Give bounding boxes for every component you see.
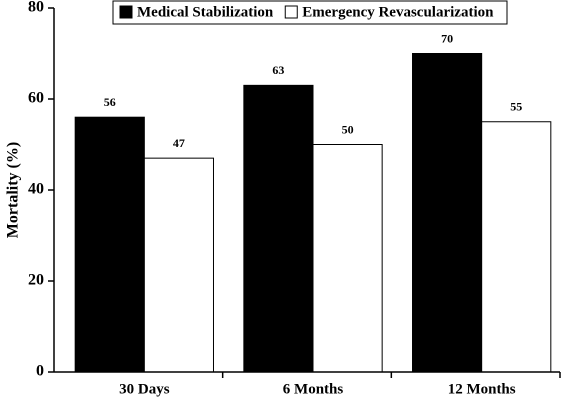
x-tick-label: 6 Months xyxy=(283,381,344,397)
bar xyxy=(143,157,214,373)
y-tick-label: 60 xyxy=(28,90,44,107)
legend-box xyxy=(112,0,508,25)
value-label: 63 xyxy=(272,63,284,77)
x-tick-label: 30 Days xyxy=(119,381,170,397)
bar xyxy=(412,53,483,373)
x-tick-label: 12 Months xyxy=(448,381,516,397)
value-label: 50 xyxy=(342,122,354,136)
legend-label: Medical Stabilization xyxy=(137,4,274,20)
legend-swatch xyxy=(284,5,298,19)
bar xyxy=(243,84,314,373)
y-tick-label: 20 xyxy=(28,272,44,289)
y-tick-label: 40 xyxy=(28,181,44,198)
bar xyxy=(312,144,383,373)
y-tick-label: 80 xyxy=(28,0,44,16)
legend-swatch xyxy=(119,5,133,19)
legend-label: Emergency Revascularization xyxy=(302,4,494,20)
value-label: 47 xyxy=(173,136,185,150)
value-label: 56 xyxy=(104,95,116,109)
y-axis-label: Mortality (%) xyxy=(5,142,22,238)
bar xyxy=(481,121,552,373)
value-label: 55 xyxy=(510,100,522,114)
y-tick-label: 0 xyxy=(36,363,44,380)
bar xyxy=(74,116,145,373)
value-label: 70 xyxy=(441,31,453,45)
